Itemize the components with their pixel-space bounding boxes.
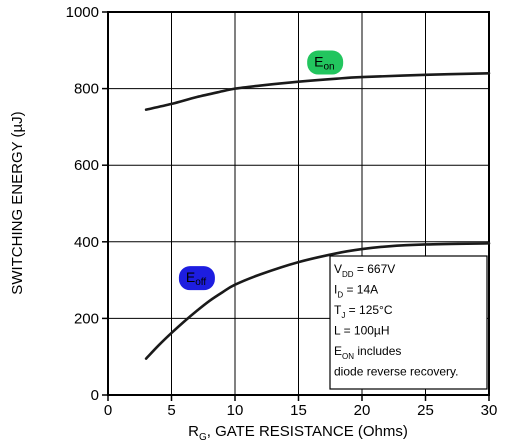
x-tick-label: 5 — [167, 402, 175, 419]
axis-ticks: 0 5 10 15 20 25 30 0 200 400 600 800 1000 — [66, 4, 498, 419]
y-tick-label: 1000 — [66, 4, 99, 21]
annotation-line: diode reverse recovery. — [334, 365, 459, 379]
x-axis-label-sub: G — [199, 432, 207, 443]
annotation-box — [329, 255, 488, 390]
x-tick-label: 15 — [290, 402, 307, 419]
series-line-eoff — [144, 242, 491, 360]
badge-eon-label: Eon — [314, 54, 334, 73]
annotation-line: VDD = 667V — [334, 262, 395, 279]
x-tick-label: 25 — [417, 402, 434, 419]
x-axis-label: RG, GATE RESISTANCE (Ohms) — [188, 423, 408, 443]
x-axis-label-rest: , GATE RESISTANCE (Ohms) — [207, 423, 408, 440]
y-tick-label: 600 — [74, 157, 99, 174]
y-tick-label: 200 — [74, 310, 99, 327]
series-lines — [144, 71, 491, 360]
test-conditions-box: VDD = 667V ID = 14A TJ = 125°C L = 100µH EON… — [329, 255, 488, 390]
y-tick-label: 0 — [91, 387, 99, 404]
x-tick-label: 10 — [227, 402, 244, 419]
y-tick-label: 400 — [74, 234, 99, 251]
annotation-line: ID = 14A — [334, 283, 378, 300]
series-badges: Eon Eoff — [178, 50, 344, 291]
x-tick-label: 20 — [354, 402, 371, 419]
y-axis-label: SWITCHING ENERGY (µJ) — [9, 111, 26, 294]
annotation-line: TJ = 125°C — [334, 303, 393, 320]
badge-eoff-bg — [178, 266, 215, 291]
badge-eoff: Eoff — [178, 266, 215, 291]
x-tick-label: 30 — [481, 402, 498, 419]
y-tick-label: 800 — [74, 81, 99, 98]
badge-eoff-label: Eoff — [186, 269, 207, 288]
x-tick-label: 0 — [104, 402, 112, 419]
annotation-line: L = 100µH — [334, 324, 390, 338]
badge-eon-bg — [307, 50, 344, 75]
x-axis-label-main: R — [188, 423, 199, 440]
badge-eon: Eon — [307, 50, 344, 75]
series-line-eon — [144, 71, 491, 111]
annotation-line: EON includes — [334, 344, 401, 361]
